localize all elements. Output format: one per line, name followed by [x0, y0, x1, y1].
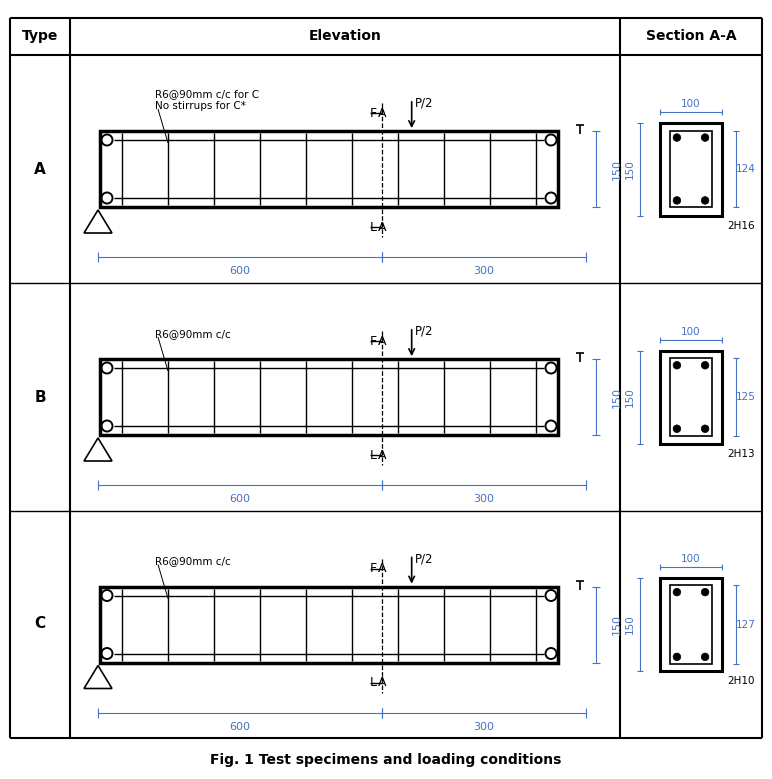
Text: 150: 150 — [612, 614, 622, 635]
Text: Fig. 1 Test specimens and loading conditions: Fig. 1 Test specimens and loading condit… — [210, 753, 562, 767]
Text: 127: 127 — [736, 619, 756, 629]
Circle shape — [673, 653, 681, 661]
Circle shape — [673, 361, 681, 369]
Text: P/2: P/2 — [415, 552, 433, 565]
Text: 100: 100 — [681, 326, 701, 337]
Circle shape — [701, 588, 709, 596]
Text: B: B — [34, 390, 46, 404]
Bar — [100, 587, 558, 662]
Text: Section A-A: Section A-A — [645, 29, 736, 43]
Text: L: L — [370, 220, 377, 234]
Text: P/2: P/2 — [415, 97, 433, 110]
Text: 150: 150 — [625, 159, 635, 179]
Text: L: L — [370, 449, 377, 461]
Text: A: A — [378, 220, 386, 234]
Text: P/2: P/2 — [415, 325, 433, 337]
Text: 300: 300 — [473, 266, 494, 276]
Circle shape — [673, 425, 681, 432]
Text: F: F — [370, 334, 377, 347]
Bar — [660, 351, 722, 443]
Bar — [670, 131, 712, 207]
Text: F: F — [370, 107, 377, 119]
Text: A: A — [378, 676, 386, 689]
Text: 300: 300 — [473, 494, 494, 504]
Text: A: A — [378, 334, 386, 347]
Text: R6@90mm c/c: R6@90mm c/c — [155, 556, 231, 566]
Text: 125: 125 — [736, 392, 756, 402]
Bar — [100, 359, 558, 435]
Circle shape — [701, 134, 709, 141]
Circle shape — [673, 134, 681, 141]
Bar — [670, 585, 712, 664]
Circle shape — [673, 196, 681, 204]
Bar — [100, 131, 558, 207]
Text: 600: 600 — [229, 721, 250, 731]
Text: A: A — [378, 449, 386, 461]
Circle shape — [701, 425, 709, 432]
Text: L: L — [370, 676, 377, 689]
Text: 150: 150 — [612, 158, 622, 179]
Text: 100: 100 — [681, 98, 701, 108]
Text: 100: 100 — [681, 554, 701, 564]
Text: 600: 600 — [229, 266, 250, 276]
Text: 300: 300 — [473, 721, 494, 731]
Text: 2H13: 2H13 — [727, 449, 754, 459]
Text: R6@90mm c/c for C
No stirrups for C*: R6@90mm c/c for C No stirrups for C* — [155, 90, 259, 111]
Text: Type: Type — [22, 29, 58, 43]
Text: A: A — [378, 107, 386, 119]
Text: 150: 150 — [625, 615, 635, 634]
Circle shape — [673, 588, 681, 596]
Text: 600: 600 — [229, 494, 250, 504]
Text: A: A — [34, 161, 46, 177]
Text: F: F — [370, 562, 377, 575]
Bar — [660, 122, 722, 216]
Circle shape — [701, 196, 709, 204]
Text: C: C — [35, 616, 46, 632]
Bar — [670, 358, 712, 435]
Circle shape — [701, 653, 709, 661]
Text: 150: 150 — [625, 387, 635, 407]
Bar — [660, 578, 722, 671]
Text: R6@90mm c/c: R6@90mm c/c — [155, 329, 231, 339]
Text: 2H16: 2H16 — [727, 220, 754, 231]
Circle shape — [701, 361, 709, 369]
Text: Elevation: Elevation — [309, 29, 381, 43]
Text: 150: 150 — [612, 386, 622, 407]
Text: 2H10: 2H10 — [727, 676, 754, 686]
Text: 124: 124 — [736, 164, 756, 174]
Text: A: A — [378, 562, 386, 575]
